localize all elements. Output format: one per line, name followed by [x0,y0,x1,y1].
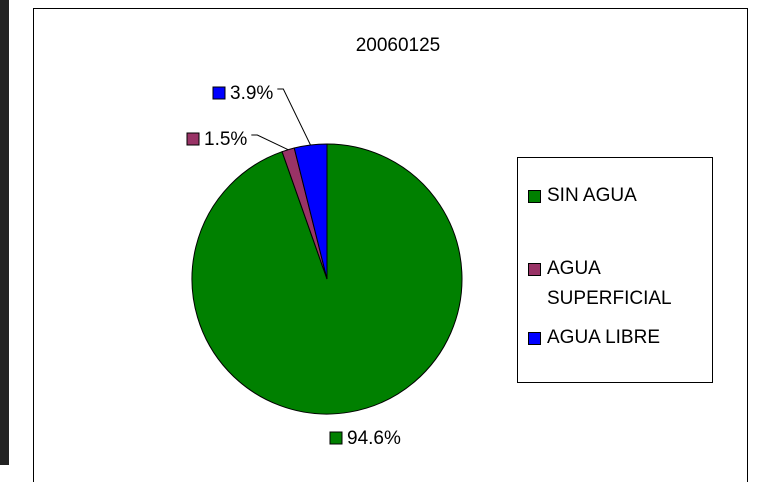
legend-item: SIN AGUA [528,181,714,211]
legend-label: AGUA LIBRE [547,327,660,348]
left-edge [0,0,9,465]
legend-item: AGUA SUPERFICIAL [528,254,714,314]
legend-swatch [528,332,541,345]
data-label: 1.5% [204,129,247,150]
legend-label: SIN AGUA [547,185,637,206]
leader-line [251,134,289,151]
legend-swatch [528,263,541,276]
legend-swatch [528,190,541,203]
label-swatch [186,132,200,146]
data-label: 94.6% [347,428,401,449]
label-swatch [212,86,226,100]
data-label: 3.9% [230,83,273,104]
legend-label: AGUA SUPERFICIAL [547,258,672,309]
legend: SIN AGUA AGUA SUPERFICIAL AGUA LIBRE [517,157,713,383]
chart-title: 20060125 [356,35,441,56]
leader-line [277,88,311,146]
pie-slice [293,143,328,280]
legend-item: AGUA LIBRE [528,323,714,353]
label-swatch [329,431,343,445]
